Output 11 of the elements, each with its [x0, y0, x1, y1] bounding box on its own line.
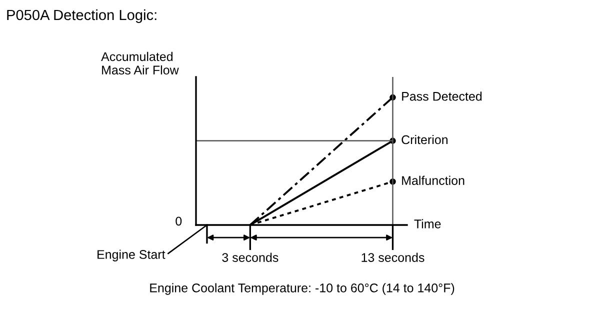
- series-label: Criterion: [402, 134, 448, 144]
- chart-title: P050A Detection Logic:: [7, 9, 156, 24]
- x-tick-label: 13 seconds: [362, 252, 424, 262]
- text: Engine Coolant Temperature: -10 to 60°C (14 to 140°F): [150, 283, 454, 295]
- x-tick-label: 3 seconds: [222, 252, 278, 262]
- x-axis-title: Time: [414, 219, 441, 228]
- text: Engine Start: [98, 250, 166, 262]
- series-label: Pass Detected: [402, 92, 482, 101]
- text: 0: [176, 216, 182, 226]
- series-label: Malfunction: [402, 176, 464, 185]
- y-axis-title: Accumulated Mass Air Flow: [101, 52, 179, 75]
